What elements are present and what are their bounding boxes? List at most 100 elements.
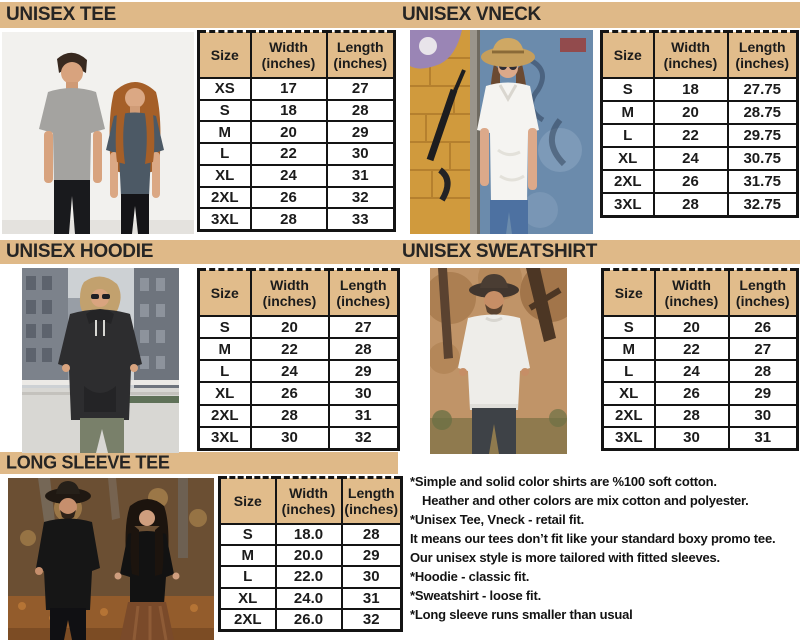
band-bottom: LONG SLEEVE TEE <box>0 452 398 474</box>
note-line: *Long sleeve runs smaller than usual <box>410 607 633 622</box>
table-cell: 20 <box>249 120 328 145</box>
table-cell: 17 <box>249 77 328 101</box>
table-cell: M <box>197 337 252 362</box>
table-row: 2XL 26 32 <box>197 185 396 210</box>
table-row: L 22 29.75 <box>600 122 799 148</box>
table-cell: 30 <box>325 142 396 166</box>
table-header-row: Size Width (inches) Length (inches) <box>218 476 403 525</box>
table-row: S 18 28 <box>197 98 396 123</box>
table-cell: 24 <box>653 359 730 384</box>
table-cell: 18 <box>249 98 328 123</box>
column-header-width: Width (inches) <box>274 476 343 525</box>
table-cell: 26 <box>249 185 328 210</box>
column-header-width: Width (inches) <box>249 268 330 317</box>
column-header-size: Size <box>601 268 656 317</box>
table-cell: 30 <box>249 425 330 451</box>
table-cell: 29 <box>327 359 400 384</box>
table-row: L 24 28 <box>601 359 799 384</box>
table-cell: 30 <box>727 403 799 428</box>
table-cell: 30.75 <box>726 145 799 171</box>
table-cell: M <box>601 337 656 362</box>
table-cell: 31.75 <box>726 168 799 194</box>
band-middle: UNISEX HOODIE UNISEX SWEATSHIRT <box>0 240 800 264</box>
long-sleeve-tee-size-table: Size Width (inches) Length (inches) S 18.0 2… <box>218 476 403 632</box>
table-row: S 18.0 28 <box>218 522 403 547</box>
table-cell: 24 <box>249 359 330 384</box>
table-row: XL 26 29 <box>601 381 799 406</box>
unisex-vneck-photo-illustration <box>410 30 593 234</box>
section-title-unisex-sweatshirt: UNISEX SWEATSHIRT <box>402 241 598 262</box>
table-cell: 29 <box>340 544 403 568</box>
table-cell: M <box>197 120 252 145</box>
unisex-hoodie-size-table: Size Width (inches) Length (inches) S 20 27 M… <box>197 268 400 451</box>
note-line: It means our tees don’t fit like your st… <box>410 531 776 546</box>
column-header-width: Width (inches) <box>249 30 328 79</box>
column-header-length: Length (inches) <box>727 268 799 317</box>
table-cell: 22 <box>249 337 330 362</box>
table-cell: 28 <box>727 359 799 384</box>
column-header-size: Size <box>218 476 277 525</box>
table-cell: 28 <box>249 403 330 428</box>
table-cell: XL <box>197 381 252 406</box>
table-cell: 27.75 <box>726 77 799 102</box>
table-cell: 22 <box>652 122 729 148</box>
table-row: M 22 28 <box>197 337 400 362</box>
table-cell: 32 <box>327 425 400 451</box>
table-cell: 30 <box>653 425 730 451</box>
table-cell: 28 <box>653 403 730 428</box>
table-cell: 3XL <box>600 191 655 218</box>
table-row: S 20 27 <box>197 314 400 340</box>
table-cell: 28 <box>327 337 400 362</box>
table-cell: 26 <box>653 381 730 406</box>
column-header-width: Width (inches) <box>652 30 729 79</box>
table-row: M 20.0 29 <box>218 544 403 568</box>
section-title-unisex-vneck: UNISEX VNECK <box>402 4 541 25</box>
table-cell: 32 <box>325 185 396 210</box>
note-line: *Sweatshirt - loose fit. <box>410 588 542 603</box>
table-cell: 30 <box>340 565 403 589</box>
column-header-size: Size <box>197 30 252 79</box>
table-cell: S <box>197 314 252 340</box>
table-row: 3XL 30 31 <box>601 425 799 451</box>
table-cell: 26 <box>727 314 799 340</box>
table-cell: 3XL <box>601 425 656 451</box>
unisex-tee-photo <box>2 32 194 234</box>
table-cell: 2XL <box>601 403 656 428</box>
table-row: 2XL 26.0 32 <box>218 607 403 632</box>
table-cell: XL <box>218 586 277 610</box>
table-row: XL 26 30 <box>197 381 400 406</box>
table-cell: 31 <box>325 163 396 188</box>
table-cell: L <box>600 122 655 148</box>
section-title-unisex-tee: UNISEX TEE <box>6 4 116 25</box>
table-row: XL 24 31 <box>197 163 396 188</box>
table-cell: 33 <box>325 207 396 232</box>
table-cell: S <box>197 98 252 123</box>
table-cell: L <box>197 359 252 384</box>
unisex-sweatshirt-photo-illustration <box>430 268 567 454</box>
table-cell: 28 <box>249 207 328 232</box>
table-cell: XL <box>601 381 656 406</box>
table-cell: S <box>600 77 655 102</box>
table-cell: 32 <box>340 607 403 632</box>
table-cell: 20.0 <box>274 544 343 568</box>
table-cell: 24 <box>249 163 328 188</box>
table-header-row: Size Width (inches) Length (inches) <box>197 30 396 79</box>
table-cell: 3XL <box>197 425 252 451</box>
table-cell: 22.0 <box>274 565 343 589</box>
table-cell: 27 <box>727 337 799 362</box>
table-row: 3XL 28 33 <box>197 207 396 232</box>
table-cell: XS <box>197 77 252 101</box>
table-cell: 28 <box>340 522 403 547</box>
table-cell: M <box>600 99 655 125</box>
band-top: UNISEX TEE UNISEX VNECK <box>0 2 800 28</box>
note-line: Our unisex style is more tailored with f… <box>410 550 720 565</box>
table-cell: 18 <box>652 77 729 102</box>
table-cell: 31 <box>727 425 799 451</box>
table-cell: L <box>197 142 252 166</box>
table-row: 3XL 30 32 <box>197 425 400 451</box>
unisex-hoodie-photo <box>22 268 179 453</box>
section-title-unisex-hoodie: UNISEX HOODIE <box>6 241 154 262</box>
table-cell: 31 <box>340 586 403 610</box>
fit-notes: *Simple and solid color shirts are %100 … <box>410 472 800 624</box>
